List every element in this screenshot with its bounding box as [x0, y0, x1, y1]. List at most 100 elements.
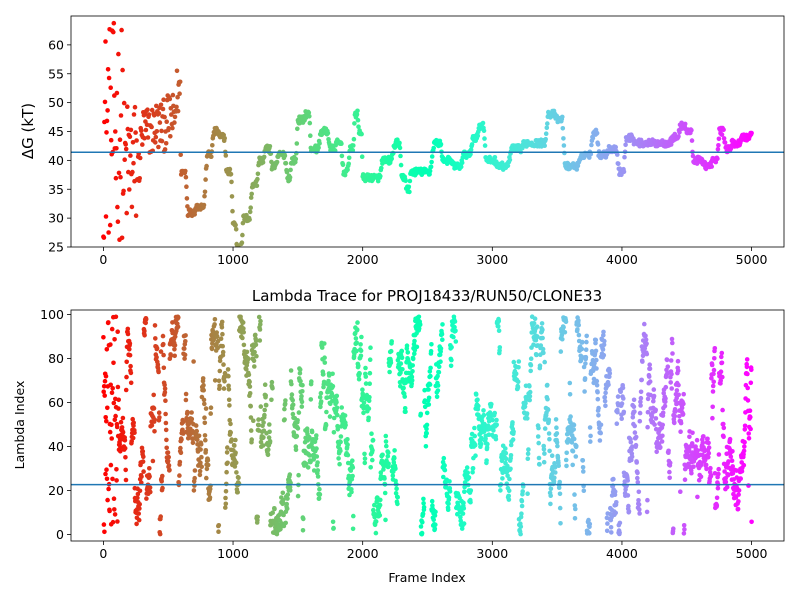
delta-g-point — [106, 75, 112, 81]
lambda-point — [223, 495, 228, 501]
lambda-point — [109, 390, 115, 396]
lambda-point — [172, 334, 178, 339]
lambda-point — [241, 329, 246, 335]
delta-g-point — [307, 120, 313, 126]
delta-g-point — [156, 144, 161, 150]
lambda-point — [640, 353, 646, 359]
lambda-point — [534, 352, 539, 358]
lambda-point — [449, 344, 454, 350]
lambda-point — [172, 342, 178, 348]
delta-g-point — [622, 154, 627, 160]
delta-g-point — [389, 156, 395, 162]
lambda-point — [370, 437, 376, 443]
lambda-point — [472, 433, 478, 439]
lambda-point — [388, 360, 394, 366]
lambda-point — [427, 382, 433, 387]
lambda-point — [418, 411, 424, 417]
lambda-point — [369, 431, 374, 437]
delta-g-point — [351, 143, 356, 148]
lambda-point — [107, 429, 113, 435]
delta-g-point — [560, 126, 566, 131]
lambda-point — [666, 448, 671, 454]
lambda-point — [421, 504, 427, 510]
lambda-point — [295, 426, 301, 431]
lambda-point — [270, 510, 276, 515]
top-x-ticks: 0 1000 2000 3000 4000 5000 — [99, 247, 768, 267]
lambda-point — [705, 436, 710, 442]
delta-g-point — [115, 219, 121, 224]
lambda-point — [452, 319, 458, 324]
lambda-point — [710, 404, 715, 410]
lambda-point — [298, 378, 303, 384]
delta-g-point — [260, 160, 266, 165]
lambda-point — [200, 376, 206, 381]
lambda-point — [573, 454, 579, 459]
lambda-point — [245, 357, 251, 362]
lambda-point — [222, 370, 228, 376]
lambda-point — [335, 427, 341, 432]
delta-g-point — [159, 128, 164, 134]
lambda-point — [215, 338, 221, 344]
lambda-point — [226, 397, 232, 403]
lambda-point — [330, 383, 336, 389]
lambda-point — [601, 329, 606, 335]
lambda-point — [382, 490, 388, 496]
lambda-point — [373, 530, 379, 536]
lambda-point — [660, 422, 665, 428]
y-tick-label: 60 — [48, 395, 64, 410]
delta-g-point — [481, 128, 487, 133]
lambda-point — [633, 442, 639, 448]
lambda-point — [362, 460, 368, 466]
lambda-point — [536, 440, 541, 446]
lambda-point — [679, 405, 685, 411]
lambda-point — [594, 357, 599, 363]
lambda-point — [409, 381, 415, 387]
lambda-point — [645, 396, 651, 402]
lambda-point — [308, 459, 313, 465]
delta-g-point — [122, 157, 127, 162]
lambda-point — [638, 389, 644, 395]
lambda-point — [223, 505, 228, 510]
lambda-point — [468, 499, 473, 505]
lambda-point — [721, 421, 726, 427]
delta-g-point — [107, 222, 113, 228]
lambda-point — [556, 485, 562, 491]
lambda-point — [124, 359, 129, 365]
delta-g-point — [116, 51, 121, 57]
lambda-point — [377, 502, 383, 508]
delta-g-point — [248, 195, 254, 200]
lambda-point — [139, 445, 145, 451]
lambda-point — [524, 411, 530, 416]
lambda-point — [598, 422, 604, 428]
lambda-point — [216, 529, 221, 534]
delta-g-point — [468, 147, 474, 153]
lambda-point — [321, 372, 326, 377]
lambda-point — [104, 467, 109, 473]
lambda-point — [635, 470, 640, 476]
delta-g-point — [543, 131, 549, 136]
lambda-point — [162, 390, 168, 395]
delta-g-point — [406, 184, 412, 190]
lambda-point — [612, 489, 618, 494]
lambda-point — [541, 446, 547, 452]
lambda-point — [290, 402, 296, 408]
lambda-point — [700, 440, 706, 446]
lambda-point — [307, 453, 313, 458]
lambda-point — [220, 331, 225, 337]
lambda-point — [493, 436, 499, 442]
lambda-point — [557, 505, 563, 511]
lambda-point — [361, 410, 366, 416]
lambda-point — [198, 460, 203, 466]
lambda-point — [667, 475, 672, 481]
lambda-point — [667, 460, 673, 466]
lambda-point — [283, 398, 288, 403]
delta-g-point — [223, 153, 229, 158]
lambda-point — [703, 462, 709, 468]
lambda-point — [575, 327, 580, 332]
lambda-point — [484, 445, 490, 450]
delta-g-point — [162, 147, 168, 152]
lambda-point — [222, 379, 227, 384]
lambda-point — [282, 401, 288, 407]
delta-g-point — [123, 142, 128, 147]
lambda-point — [182, 352, 188, 358]
